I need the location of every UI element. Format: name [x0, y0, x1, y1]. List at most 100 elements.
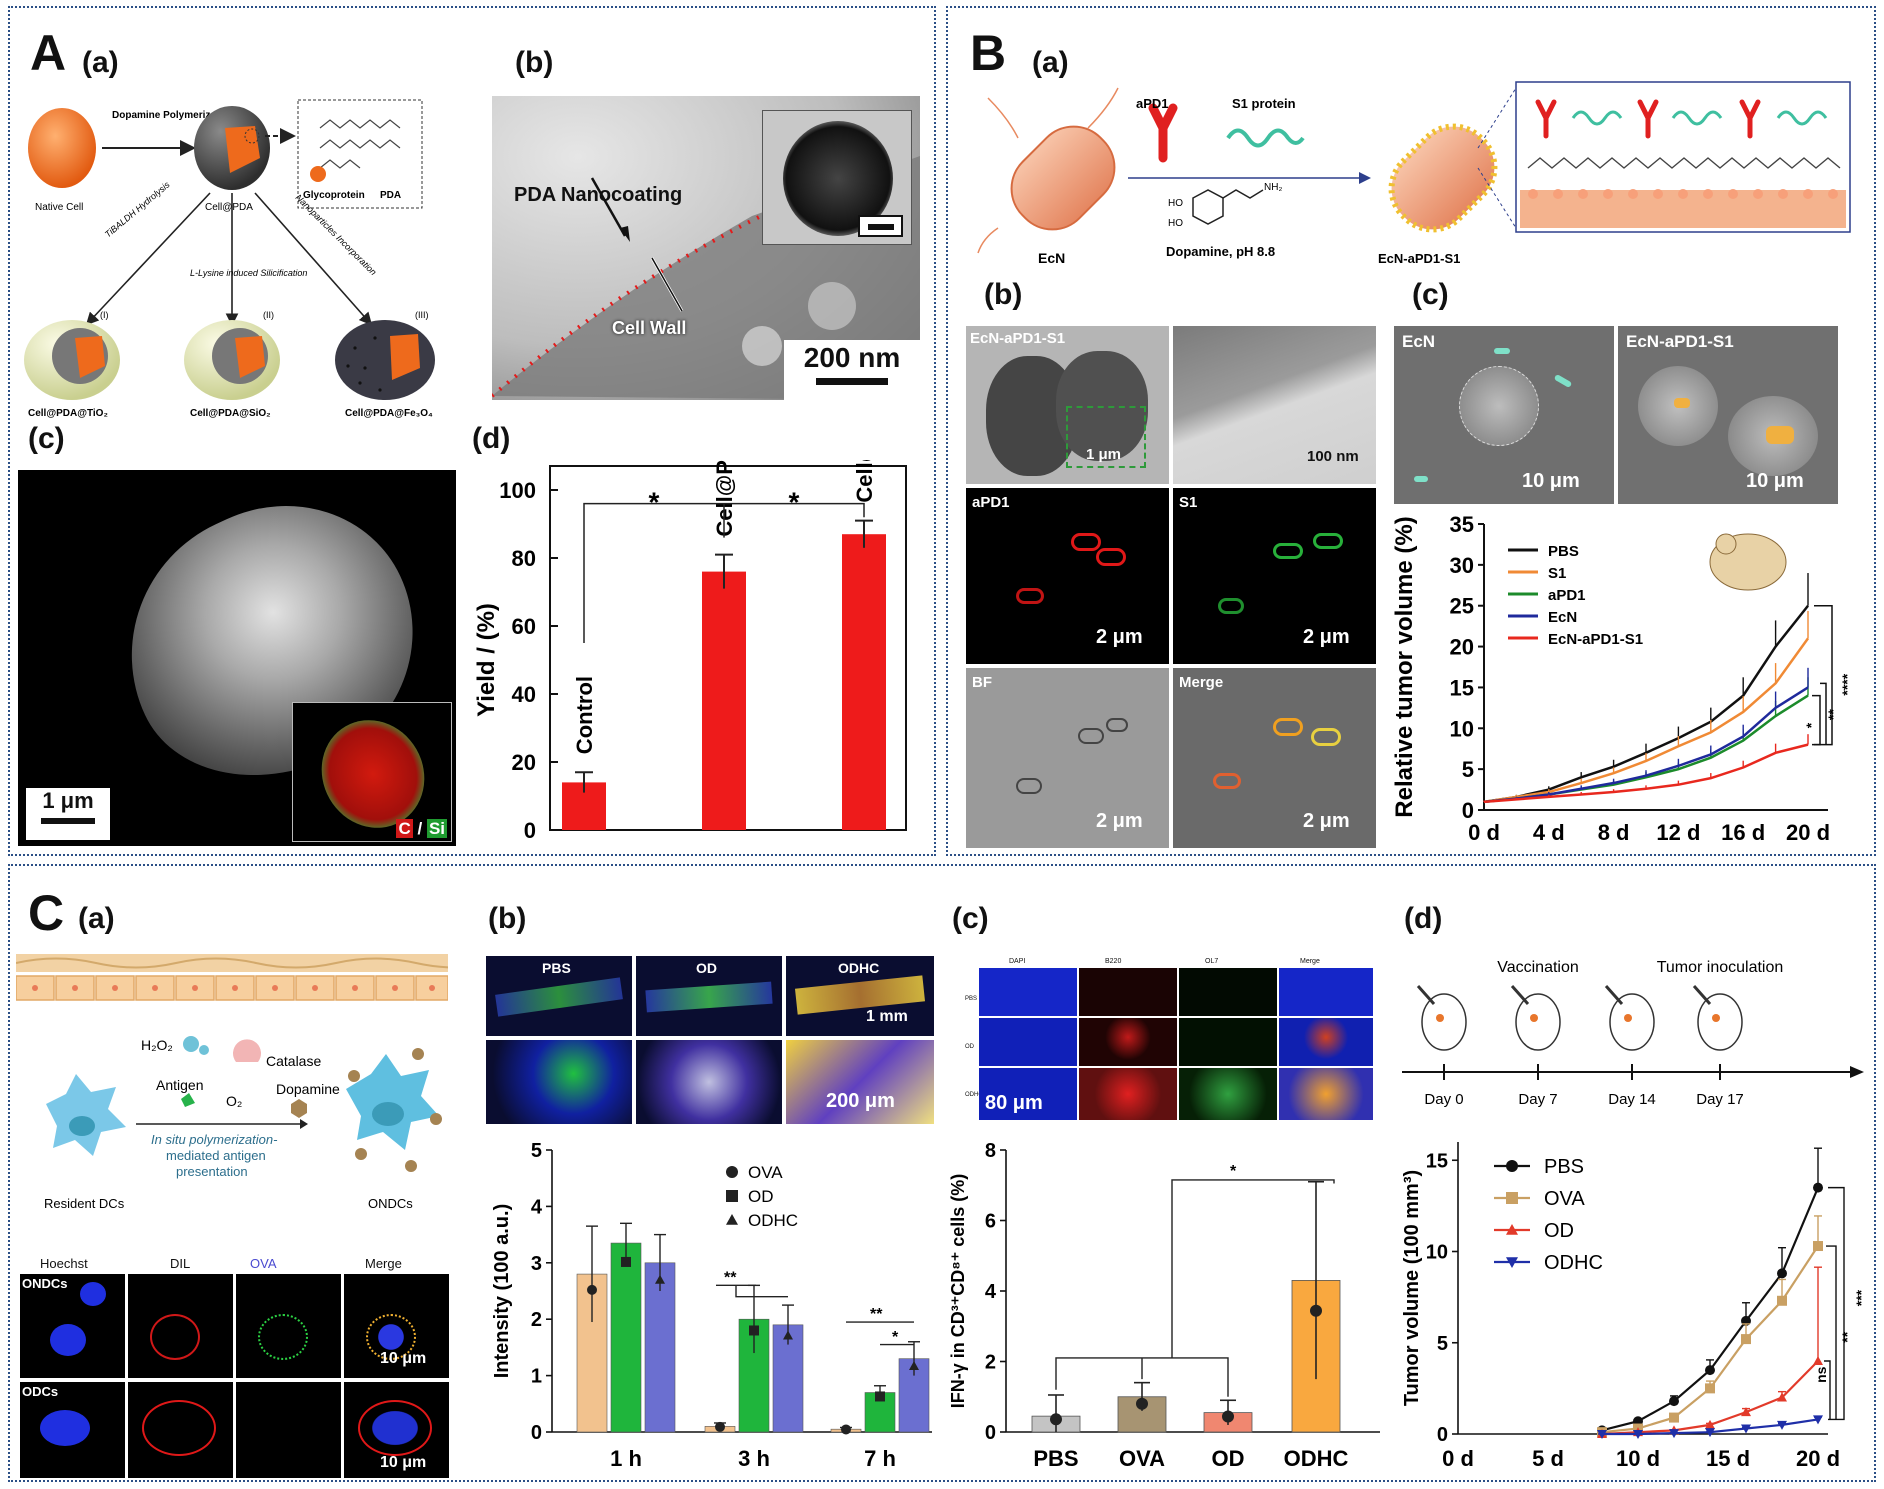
confocal-scale-1: 10 μm: [380, 1350, 427, 1367]
timeline-day: Day 7: [1518, 1091, 1557, 1108]
row-ondcs: ONDCs: [22, 1276, 68, 1291]
tissue-scale-200: 200 μm: [826, 1090, 895, 1112]
dc-schematic: H₂O₂ Catalase Antigen O₂ Dopamine In sit…: [16, 954, 448, 1211]
data-point: [841, 1424, 851, 1435]
timeline-day: Day 0: [1424, 1091, 1463, 1108]
eds-inset: C / Si: [292, 701, 452, 846]
nh2-label: NH₂: [1264, 182, 1282, 193]
tem-100nm-label: 100 nm: [1307, 448, 1359, 465]
panel-a-sub-b: (b): [515, 46, 554, 79]
x-tick-label: 20 d: [1796, 1446, 1840, 1471]
data-point: [655, 1274, 665, 1284]
flow-scale: 80 μm: [985, 1092, 1043, 1114]
tem-image: PDA Nanocoating Cell Wall 200 nm: [492, 96, 920, 400]
insitu-line-1: In situ polymerization-: [151, 1132, 278, 1147]
inset-scale-bar: [858, 215, 903, 237]
data-point: [1222, 1410, 1234, 1423]
flow-merge: Merge: [1300, 958, 1320, 965]
product-2-tag: (II): [263, 310, 274, 320]
tissue-scale-1mm: 1 mm: [866, 1008, 908, 1025]
y-tick-label: 0: [985, 1422, 996, 1444]
x-tick-label: 7 h: [864, 1446, 896, 1471]
y-tick-label: 15: [1450, 675, 1474, 700]
mouse-ear: [1715, 533, 1737, 555]
mouse-icon: [1697, 993, 1743, 1051]
panel-a: A (a) Native Cell Dopamine Polymerizatio…: [8, 6, 936, 856]
product-3-tag: (III): [415, 310, 429, 320]
y-tick-label: 0: [1462, 798, 1474, 823]
ifn-gamma-bar-chart: 0 2 4 6 8 IFN-γ in CD³⁺CD⁸⁺ cells (%) PBS OVA OD…: [948, 1140, 1380, 1471]
panel-a-sub-c: (c): [28, 422, 65, 455]
col-dil: DIL: [170, 1256, 191, 1271]
syringe-icon: [1604, 985, 1624, 1005]
h2o2-label: H₂O₂: [141, 1037, 173, 1053]
y-tick-label: 40: [512, 682, 536, 707]
mouse-icon: [1609, 993, 1655, 1051]
tem-wall-label: Cell Wall: [612, 318, 687, 338]
native-cell-label: Native Cell: [35, 202, 83, 213]
ecn-coating-schematic: EcN aPD1 S1 protein HO HO NH₂ Dopamine, …: [977, 81, 1851, 266]
y-tick-label: 100: [499, 478, 536, 503]
x-tick-label: 5 d: [1532, 1446, 1564, 1471]
flow-b220: B220: [1105, 958, 1122, 965]
catalase-icon: [232, 1039, 261, 1062]
row-odcs: ODCs: [22, 1384, 59, 1399]
sig-label: *: [1230, 1163, 1237, 1180]
panel-a-letter: A: [30, 25, 67, 81]
sem-ecn-label: EcN: [1402, 332, 1436, 351]
antibody-icon: [1148, 103, 1178, 163]
y-tick-label: 6: [985, 1211, 996, 1233]
data-point: [1705, 1419, 1715, 1429]
syringe-icon: [1416, 985, 1436, 1005]
sig-bracket: [1171, 1179, 1335, 1358]
sig-label: *: [1803, 722, 1819, 728]
sig-star: *: [789, 487, 800, 518]
y-tick-label: 20: [512, 750, 536, 775]
data-point: [1777, 1392, 1787, 1402]
x-tick-label: ODHC: [1284, 1446, 1349, 1471]
legend-marker: [726, 1190, 738, 1202]
y-tick-label: 4: [531, 1196, 543, 1218]
x-tick-label: OD: [1212, 1446, 1245, 1471]
route-1-label: TiBALDH Hydrolysis: [103, 179, 172, 239]
y-tick-label: 80: [512, 546, 536, 571]
product-2-label: Cell@PDA@SiO₂: [190, 408, 271, 418]
ondc-icon: [346, 1054, 439, 1150]
s1-scale: 2 μm: [1303, 626, 1350, 648]
product-1-tag: (I): [100, 310, 109, 320]
eds-separator: /: [412, 819, 427, 838]
data-point: [783, 1330, 793, 1340]
sig-bracket: [1824, 1360, 1831, 1420]
legend-label: S1: [1548, 565, 1566, 582]
sig-label: ns: [1813, 1366, 1829, 1383]
y-tick-label: 8: [985, 1140, 996, 1162]
data-point: [1741, 1334, 1751, 1345]
syringe-icon: [1692, 985, 1712, 1005]
y-tick-label: 4: [985, 1281, 997, 1303]
mouse-icon: [1421, 993, 1467, 1051]
data-point: [1741, 1407, 1751, 1417]
legend-marker: [1506, 1160, 1518, 1172]
legend-marker: [1506, 1192, 1518, 1204]
x-tick-label: 0 d: [1468, 820, 1500, 845]
panel-c-letter: C: [28, 885, 65, 941]
sig-label: **: [870, 1306, 883, 1323]
product-label: EcN-aPD1-S1: [1378, 251, 1460, 266]
product-1-label: Cell@PDA@TiO₂: [28, 408, 108, 418]
y-tick-label: 2: [985, 1352, 996, 1374]
data-point: [1705, 1428, 1715, 1438]
panel-a-sub-a: (a): [82, 46, 119, 79]
sem-scale-box: 1 μm: [26, 788, 110, 840]
bf-label: BF: [972, 674, 992, 691]
mouse-icon: [1515, 993, 1561, 1051]
sig-bracket: [1820, 682, 1827, 745]
injection-site: [1712, 1014, 1720, 1022]
legend-label: OD: [1544, 1220, 1574, 1242]
x-tick-label: 3 h: [738, 1446, 770, 1471]
panel-c-sub-c: (c): [952, 902, 989, 935]
panel-b-sub-a: (a): [1032, 46, 1069, 79]
merge-scale: 2 μm: [1303, 810, 1350, 832]
data-point: [1669, 1396, 1679, 1407]
data-point: [1813, 1356, 1823, 1365]
